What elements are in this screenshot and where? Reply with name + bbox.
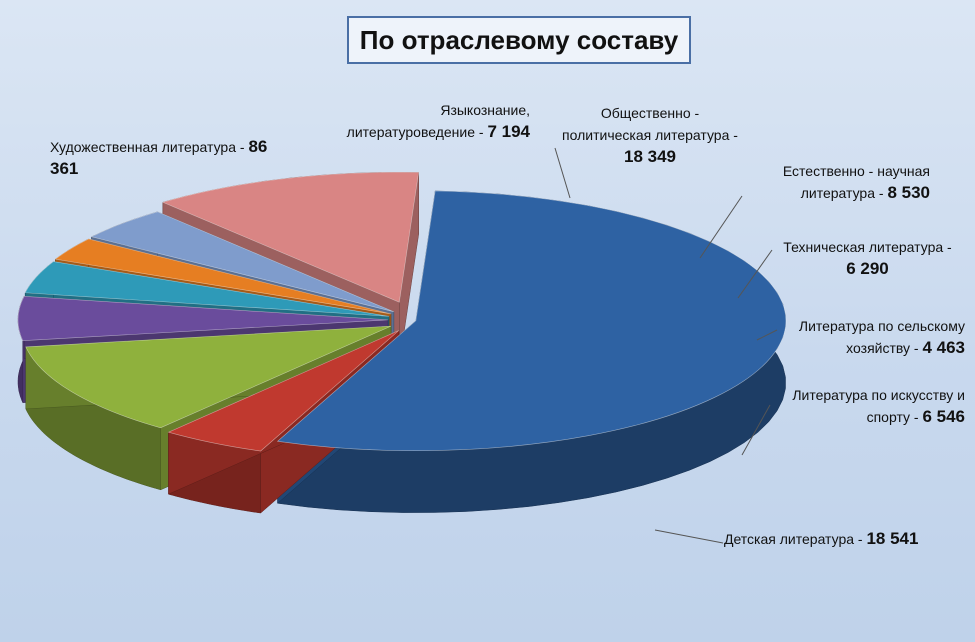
chart-title: По отраслевому составу xyxy=(359,24,679,55)
label-social: Общественно - политическая литература - … xyxy=(560,102,740,168)
slice-3-top xyxy=(17,296,389,341)
slice-7-top xyxy=(161,171,420,303)
leader-line-3 xyxy=(756,329,778,341)
label-children-text: Детская литература - xyxy=(724,531,863,547)
slice-6-top xyxy=(90,211,394,313)
label-children-value: 18 541 xyxy=(866,529,919,548)
label-social-value: 18 349 xyxy=(624,147,676,166)
label-linguistics: Языкознание, литературоведение - 7 194 xyxy=(320,99,530,143)
label-technical-value: 6 290 xyxy=(846,259,889,278)
slice-2-top xyxy=(25,325,392,429)
slice-5-top xyxy=(54,238,392,315)
label-science: Естественно - научная литература - 8 530 xyxy=(740,160,930,204)
pie-tops xyxy=(17,171,787,452)
label-fiction-text: Художественная литература - xyxy=(50,139,245,155)
leader-line-5 xyxy=(654,529,724,544)
label-fiction: Художественная литература - 86 361 xyxy=(50,136,280,180)
label-arts: Литература по искусству и спорту - 6 546 xyxy=(770,384,965,428)
leader-line-1 xyxy=(699,195,743,259)
slice-4-top xyxy=(24,261,390,317)
label-children: Детская литература - 18 541 xyxy=(724,528,964,550)
label-fiction-value: 86 361 xyxy=(50,137,268,178)
label-agriculture: Литература по сельскому хозяйству - 4 46… xyxy=(770,315,965,359)
label-agriculture-value: 4 463 xyxy=(922,338,965,357)
label-social-text: Общественно - политическая литература - xyxy=(562,105,738,143)
label-linguistics-text: Языкознание, литературоведение - xyxy=(346,102,530,140)
label-arts-text: Литература по искусству и спорту - xyxy=(792,387,965,425)
label-agriculture-text: Литература по сельскому хозяйству - xyxy=(798,318,965,356)
label-technical: Техническая литература - 6 290 xyxy=(770,236,965,280)
leader-line-0 xyxy=(554,147,571,199)
label-technical-text: Техническая литература - xyxy=(783,239,952,255)
label-science-value: 8 530 xyxy=(887,183,930,202)
leader-line-4 xyxy=(741,404,771,456)
label-science-text: Естественно - научная литература - xyxy=(782,163,930,201)
leader-line-2 xyxy=(737,249,773,299)
label-linguistics-value: 7 194 xyxy=(487,122,530,141)
slice-1-top xyxy=(167,330,400,452)
leader-lines xyxy=(554,147,778,544)
chart-title-box: По отраслевому составу xyxy=(347,16,691,64)
slice-0-top xyxy=(276,190,787,452)
label-arts-value: 6 546 xyxy=(922,407,965,426)
